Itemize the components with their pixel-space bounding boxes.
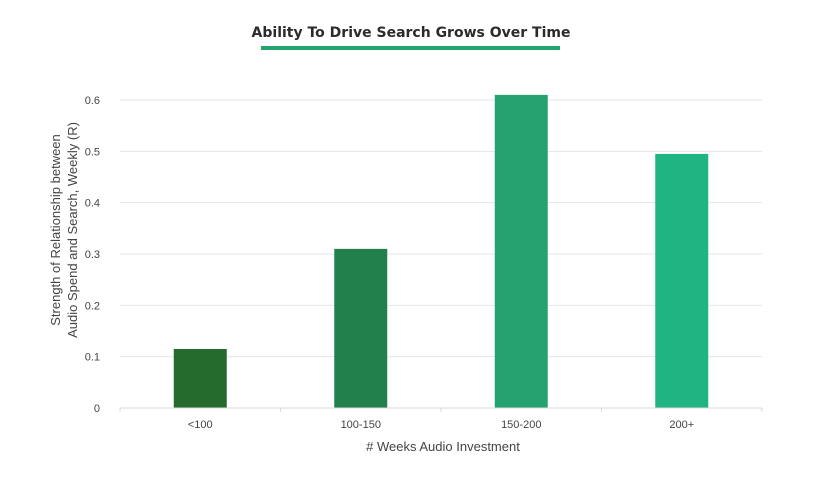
y-tick-label: 0.3 xyxy=(85,249,100,261)
y-axis-title: Strength of Relationship between Audio S… xyxy=(48,122,80,338)
y-tick-label: 0.2 xyxy=(85,300,100,312)
bar xyxy=(334,248,388,408)
y-axis-ticks: 0 0.1 0.2 0.3 0.4 0.5 0.6 xyxy=(85,95,100,415)
x-tick-label: <100 xyxy=(188,419,213,431)
bar xyxy=(494,94,548,408)
x-tick-label: 150-200 xyxy=(501,419,541,431)
y-tick-label: 0.5 xyxy=(85,146,100,158)
y-tick-label: 0.4 xyxy=(85,198,100,210)
x-axis-title: # Weeks Audio Investment xyxy=(366,439,520,454)
y-tick-label: 0.1 xyxy=(85,352,100,364)
y-axis-title-line-1: Strength of Relationship between xyxy=(48,134,63,326)
x-tick-label: 200+ xyxy=(669,419,694,431)
y-tick-label: 0 xyxy=(94,403,100,415)
bar xyxy=(173,348,227,408)
y-axis-title-line-2: Audio Spend and Search, Weekly (R) xyxy=(65,122,80,338)
x-tick-label: 100-150 xyxy=(341,419,381,431)
y-tick-label: 0.6 xyxy=(85,95,100,107)
x-axis-ticks: <100 100-150 150-200 200+ xyxy=(119,408,763,431)
title-underline xyxy=(261,46,560,50)
gridlines xyxy=(120,99,762,358)
bars xyxy=(173,94,709,408)
bar xyxy=(655,153,709,408)
chart-title: Ability To Drive Search Grows Over Time xyxy=(252,25,571,41)
